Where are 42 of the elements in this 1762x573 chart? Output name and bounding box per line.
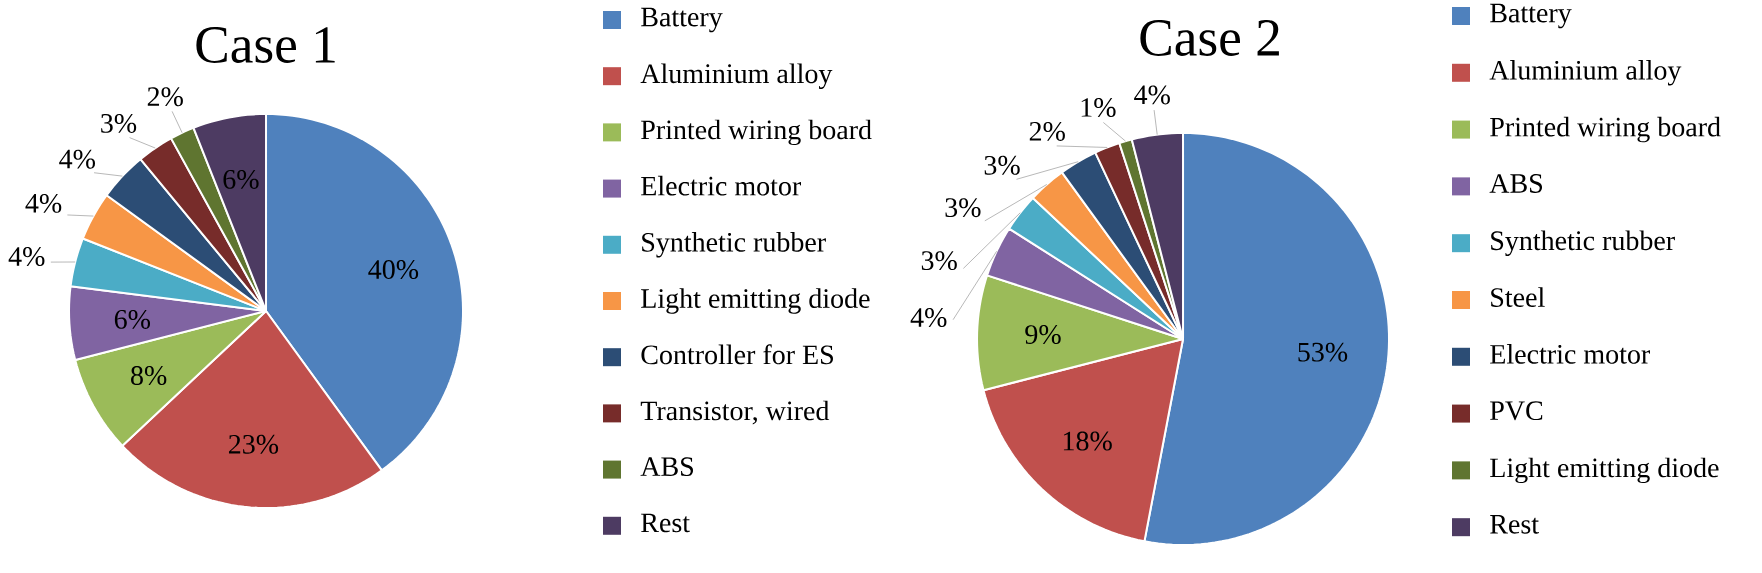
legend-label: Steel bbox=[1491, 287, 1545, 307]
legend-label: Transistor, wired bbox=[640, 400, 830, 425]
data-label: 23% bbox=[228, 434, 279, 454]
data-label: 2% bbox=[147, 87, 183, 107]
legend-label: Electric motor bbox=[1490, 344, 1651, 364]
legend-label: Controller for ES bbox=[641, 344, 833, 365]
data-label: 4% bbox=[1134, 85, 1170, 105]
legend-label: Rest bbox=[1490, 515, 1539, 534]
data-label: 4% bbox=[25, 193, 62, 213]
data-label: 40% bbox=[368, 260, 419, 280]
legend-label: Electric motor bbox=[641, 175, 801, 196]
legend-label: Aluminium alloy bbox=[640, 63, 833, 89]
data-label: 4% bbox=[59, 149, 96, 169]
legend-label: Synthetic rubber bbox=[642, 232, 826, 258]
chart-title: Case 1 bbox=[196, 27, 335, 63]
data-label: 18% bbox=[1063, 431, 1112, 451]
legend-label: ABS bbox=[640, 457, 694, 477]
legend-label: Printed wiring board bbox=[641, 119, 872, 146]
legend-label: PVC bbox=[1490, 401, 1543, 421]
data-label: 53% bbox=[1298, 342, 1348, 362]
legend-label: Printed wiring board bbox=[1490, 116, 1721, 143]
data-label: 6% bbox=[223, 169, 259, 189]
legend-label: Aluminium alloy bbox=[1489, 60, 1682, 86]
legend-label: Rest bbox=[641, 513, 690, 533]
data-label: 3% bbox=[101, 113, 137, 133]
data-label: 3% bbox=[921, 251, 957, 271]
legend-label: Light emitting diode bbox=[1490, 457, 1719, 484]
data-label: 9% bbox=[1025, 325, 1061, 345]
data-label: 2% bbox=[1029, 121, 1065, 141]
legend-label: Battery bbox=[641, 7, 723, 33]
data-label: 3% bbox=[984, 155, 1020, 175]
chart-title: Case 2 bbox=[1140, 20, 1279, 56]
data-label: 1% bbox=[1081, 98, 1116, 117]
legend-label: Light emitting diode bbox=[641, 288, 870, 314]
data-label: 3% bbox=[945, 198, 981, 218]
data-label: 6% bbox=[114, 309, 151, 329]
legend-label: ABS bbox=[1489, 174, 1543, 193]
data-label: 4% bbox=[8, 247, 45, 267]
legend-label: Battery bbox=[1490, 3, 1572, 29]
legend-label: Synthetic rubber bbox=[1491, 230, 1675, 256]
data-label: 8% bbox=[131, 366, 167, 386]
data-label: 4% bbox=[910, 308, 947, 328]
